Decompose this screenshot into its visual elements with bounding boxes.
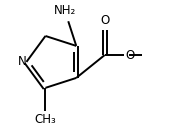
Text: NH₂: NH₂ <box>54 4 76 17</box>
Text: O: O <box>100 14 109 27</box>
Text: O: O <box>126 49 135 62</box>
Text: N: N <box>18 55 26 68</box>
Text: CH₃: CH₃ <box>35 113 56 126</box>
